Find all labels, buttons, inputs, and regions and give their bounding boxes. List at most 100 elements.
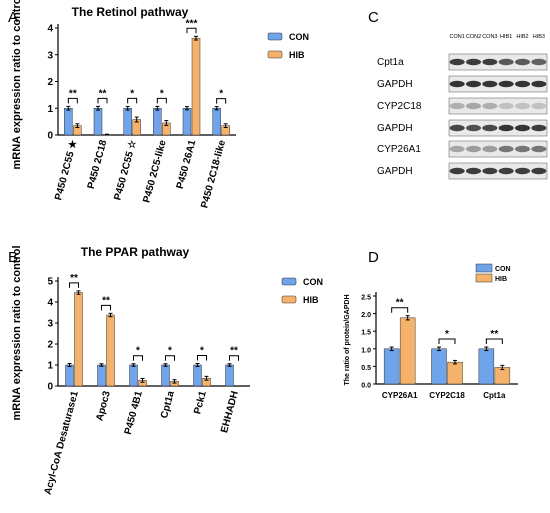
blot-band	[449, 80, 465, 88]
x-tick-label: Cpt1a	[483, 391, 506, 400]
significance-bracket	[69, 282, 79, 288]
bar-con	[97, 364, 106, 387]
blot-strip	[448, 119, 548, 137]
y-axis-label: The ratio of protein/GAPDH	[344, 295, 351, 386]
blot-band	[531, 102, 547, 110]
bar-con	[64, 108, 73, 136]
blot-band	[498, 145, 514, 153]
y-tick-label: 0.0	[361, 383, 371, 390]
lane-label: HIB3	[533, 34, 545, 40]
y-tick-label: 2	[47, 340, 53, 351]
significance-bracket	[127, 97, 138, 104]
significance-bracket	[438, 338, 456, 345]
blot-band	[482, 102, 498, 110]
x-tick-label: Pck1	[192, 390, 209, 416]
legend-label-con: CON	[303, 277, 323, 287]
blot-band	[514, 102, 531, 110]
x-tick-label: Apoc3	[94, 390, 113, 423]
significance-marker: **	[490, 329, 498, 340]
lane-label: HIB2	[516, 34, 528, 40]
blot-band	[514, 124, 531, 132]
blot-band	[531, 145, 547, 153]
blot-band	[465, 167, 482, 175]
blot-band	[482, 58, 498, 66]
blot-row-label: Cpt1a	[377, 57, 404, 68]
blot-band	[531, 58, 547, 66]
lane-label: CON2	[466, 34, 481, 40]
y-tick-label: 1.0	[361, 347, 371, 354]
x-tick-label: EHHADH	[219, 390, 241, 434]
x-tick-label: P450 4B1	[123, 390, 145, 436]
bar-con	[182, 108, 192, 136]
x-tick-label: P450 2C5-like	[141, 139, 168, 205]
blot-band	[449, 58, 465, 66]
y-tick-label: 2.0	[361, 312, 371, 319]
blot-band	[498, 124, 514, 132]
blot-band	[465, 80, 482, 88]
y-tick-label: 3	[47, 50, 53, 61]
bar-con	[129, 364, 138, 387]
significance-bracket	[133, 355, 143, 361]
bar-con	[153, 108, 162, 136]
y-tick-label: 2.5	[361, 295, 371, 302]
x-tick-label: CYP26A1	[382, 391, 418, 400]
legend-swatch-con	[281, 277, 297, 286]
bar-hib	[74, 292, 83, 387]
y-tick-label: 3	[47, 319, 53, 330]
significance-marker: **	[102, 295, 110, 306]
blot-band	[465, 145, 482, 153]
significance-marker: **	[70, 273, 78, 284]
y-axis-label: mRNA expression ratio to control	[11, 0, 23, 170]
blot-band	[449, 124, 465, 132]
bar-con	[478, 348, 495, 385]
legend-label-con: CON	[289, 32, 309, 42]
legend-swatch-hib	[267, 50, 283, 59]
blot-band	[482, 80, 498, 88]
y-tick-label: 5	[47, 277, 53, 288]
significance-marker: *	[219, 89, 223, 100]
bar-con	[161, 364, 170, 387]
blot-band	[449, 102, 465, 110]
y-tick-label: 1	[47, 361, 53, 372]
bar-con	[123, 108, 132, 136]
bar-hib	[447, 361, 463, 385]
x-tick-label: CYP2C18	[429, 391, 465, 400]
blot-band	[449, 167, 465, 175]
y-axis-label: mRNA expression ratio to control	[11, 245, 23, 420]
significance-marker: *	[445, 329, 449, 340]
x-tick-label: P450 26A1	[175, 139, 199, 191]
significance-bracket	[186, 27, 197, 34]
bar-hib	[191, 37, 201, 136]
protein-ratio-chart: The ratio of protein/GAPDH 0.0 0.5 1.0 1.5 2.…	[344, 263, 518, 400]
bar-con	[383, 348, 400, 385]
blot-band	[465, 58, 482, 66]
significance-marker: **	[69, 88, 77, 99]
legend-label-hib: HIB	[495, 276, 507, 283]
significance-marker: *	[160, 88, 164, 99]
retinol-pathway-chart: The Retinol pathway mRNA expression ratio…	[11, 0, 309, 209]
significance-bracket	[97, 97, 108, 104]
blot-band	[514, 167, 531, 175]
x-tick-label: P450 2C55 ★	[53, 139, 80, 202]
blot-row-label: CYP2C18	[377, 101, 422, 112]
significance-marker: ***	[186, 18, 198, 29]
panel-label-b: B	[8, 249, 18, 266]
panel-label-d: D	[368, 249, 379, 266]
chart-title: The Retinol pathway	[72, 5, 189, 19]
legend-swatch-hib	[281, 295, 297, 304]
western-blot: CON1 CON2 CON3 HIB1 HIB2 HIB3 Cpt1a GAPDH CYP2C1…	[377, 34, 548, 180]
legend-swatch-con	[475, 263, 493, 273]
significance-bracket	[216, 98, 227, 104]
blot-band	[465, 124, 482, 132]
blot-band	[482, 124, 498, 132]
blot-band	[531, 124, 547, 132]
blot-row-label: CYP26A1	[377, 144, 421, 155]
legend-label-con: CON	[495, 266, 511, 273]
blot-band	[514, 80, 531, 88]
blot-band	[449, 145, 465, 153]
significance-marker: *	[200, 346, 204, 357]
x-tick-label: P450 2C18-like	[199, 139, 228, 210]
significance-bracket	[101, 304, 111, 311]
y-tick-label: 0	[47, 382, 53, 393]
significance-marker: *	[136, 346, 140, 357]
